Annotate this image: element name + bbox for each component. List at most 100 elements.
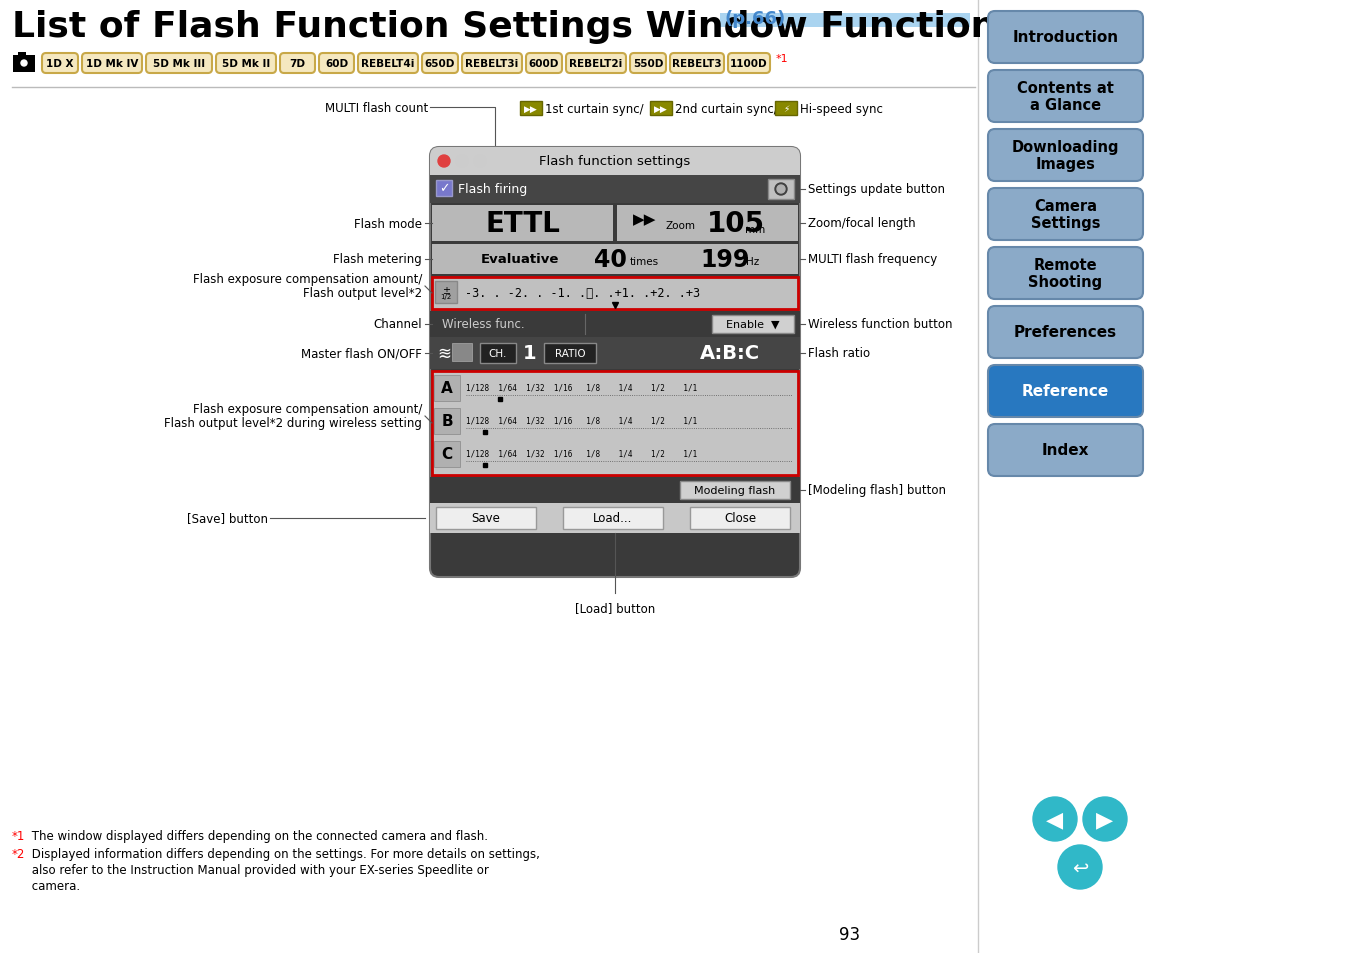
Text: 1D Mk IV: 1D Mk IV: [86, 59, 138, 69]
Text: 60D: 60D: [325, 59, 348, 69]
Bar: [431, 312, 801, 337]
Text: 550D: 550D: [633, 59, 663, 69]
Text: 1/2: 1/2: [440, 294, 452, 299]
FancyBboxPatch shape: [988, 71, 1143, 123]
Text: B: B: [441, 414, 452, 429]
Text: 650D: 650D: [425, 59, 455, 69]
Text: 1st curtain sync/: 1st curtain sync/: [545, 103, 644, 116]
Bar: [435, 282, 458, 304]
Text: 5D Mk III: 5D Mk III: [153, 59, 205, 69]
Bar: [563, 507, 663, 530]
Bar: [680, 481, 790, 499]
Circle shape: [456, 156, 468, 168]
Text: Wireless func.: Wireless func.: [441, 318, 525, 331]
Text: List of Flash Function Settings Window Functions: List of Flash Function Settings Window F…: [12, 10, 1018, 44]
Circle shape: [19, 59, 28, 69]
Bar: [649, 102, 672, 116]
FancyBboxPatch shape: [988, 424, 1143, 476]
Text: 1: 1: [524, 344, 537, 363]
FancyBboxPatch shape: [988, 366, 1143, 417]
Text: 1100D: 1100D: [730, 59, 768, 69]
Text: ▶: ▶: [1096, 809, 1114, 829]
FancyBboxPatch shape: [279, 54, 315, 74]
Bar: [431, 503, 801, 534]
Text: 1D X: 1D X: [46, 59, 74, 69]
FancyBboxPatch shape: [358, 54, 418, 74]
FancyBboxPatch shape: [988, 12, 1143, 64]
Text: Flash function settings: Flash function settings: [540, 155, 691, 169]
Text: Remote: Remote: [1034, 257, 1098, 273]
Bar: [431, 163, 801, 175]
Text: [Load] button: [Load] button: [575, 601, 655, 615]
Circle shape: [22, 61, 27, 67]
Bar: [768, 180, 794, 200]
Text: REBELT2i: REBELT2i: [570, 59, 622, 69]
Text: Reference: Reference: [1022, 384, 1110, 399]
Text: Channel: Channel: [374, 318, 423, 331]
Bar: [436, 507, 536, 530]
Bar: [431, 337, 801, 370]
Text: 5D Mk II: 5D Mk II: [221, 59, 270, 69]
Text: RATIO: RATIO: [555, 349, 586, 358]
Text: ✓: ✓: [439, 182, 450, 195]
Text: Flash ratio: Flash ratio: [809, 347, 871, 360]
Text: also refer to the Instruction Manual provided with your EX-series Speedlite or: also refer to the Instruction Manual pro…: [28, 863, 489, 876]
FancyBboxPatch shape: [988, 189, 1143, 241]
Text: REBELT3: REBELT3: [672, 59, 722, 69]
Text: [Save] button: [Save] button: [188, 512, 269, 525]
Bar: [481, 344, 516, 364]
FancyBboxPatch shape: [423, 54, 458, 74]
Text: (p.66): (p.66): [724, 10, 786, 28]
Circle shape: [1033, 797, 1077, 841]
Text: MULTI flash frequency: MULTI flash frequency: [809, 253, 937, 266]
Text: Contents at: Contents at: [1017, 81, 1114, 96]
Text: Modeling flash: Modeling flash: [694, 485, 776, 496]
Text: Hz: Hz: [747, 256, 759, 267]
Bar: [18, 53, 26, 58]
Text: Flash mode: Flash mode: [354, 217, 423, 231]
Text: REBELT3i: REBELT3i: [466, 59, 518, 69]
Circle shape: [1083, 797, 1127, 841]
Text: Images: Images: [1035, 157, 1095, 172]
Text: CH.: CH.: [489, 349, 508, 358]
Text: ≋: ≋: [437, 345, 451, 363]
FancyBboxPatch shape: [431, 148, 801, 175]
Text: A:B:C: A:B:C: [699, 344, 760, 363]
Text: 1/128  1/64  1/32  1/16   1/8    1/4    1/2    1/1: 1/128 1/64 1/32 1/16 1/8 1/4 1/2 1/1: [466, 416, 697, 426]
Text: Flash output level*2: Flash output level*2: [302, 287, 423, 300]
Text: Flash metering: Flash metering: [333, 253, 423, 266]
Bar: [617, 206, 798, 242]
Bar: [432, 372, 798, 476]
Text: Load...: Load...: [593, 512, 633, 525]
Text: mm: mm: [745, 225, 765, 234]
Bar: [431, 477, 801, 503]
Text: A: A: [441, 381, 452, 396]
Text: Flash exposure compensation amount/: Flash exposure compensation amount/: [193, 403, 423, 416]
Text: Master flash ON/OFF: Master flash ON/OFF: [301, 347, 423, 360]
Circle shape: [437, 156, 450, 168]
Text: ±: ±: [441, 286, 450, 295]
FancyBboxPatch shape: [670, 54, 724, 74]
Circle shape: [778, 186, 784, 193]
Text: Index: Index: [1042, 443, 1089, 458]
FancyBboxPatch shape: [42, 54, 78, 74]
Text: ▶▶: ▶▶: [633, 213, 656, 227]
Text: times: times: [630, 256, 659, 267]
Text: The window displayed differs depending on the connected camera and flash.: The window displayed differs depending o…: [28, 829, 487, 842]
Text: ▶▶: ▶▶: [655, 105, 668, 113]
Bar: [775, 102, 796, 116]
Circle shape: [775, 184, 787, 195]
Bar: [433, 441, 460, 468]
Text: ▶▶: ▶▶: [524, 105, 537, 113]
Text: Zoom/focal length: Zoom/focal length: [809, 217, 915, 231]
Bar: [520, 102, 541, 116]
Text: camera.: camera.: [28, 879, 80, 892]
Text: Settings: Settings: [1031, 215, 1100, 231]
Text: -3. . -2. . -1. .⓪. .+1. .+2. .+3: -3. . -2. . -1. .⓪. .+1. .+2. .+3: [464, 287, 701, 300]
Text: 199: 199: [701, 248, 749, 272]
Text: Downloading: Downloading: [1011, 140, 1119, 154]
Text: Evaluative: Evaluative: [481, 253, 559, 266]
Text: ↩: ↩: [1072, 858, 1088, 877]
FancyBboxPatch shape: [566, 54, 626, 74]
Text: Displayed information differs depending on the settings. For more details on set: Displayed information differs depending …: [28, 847, 540, 861]
